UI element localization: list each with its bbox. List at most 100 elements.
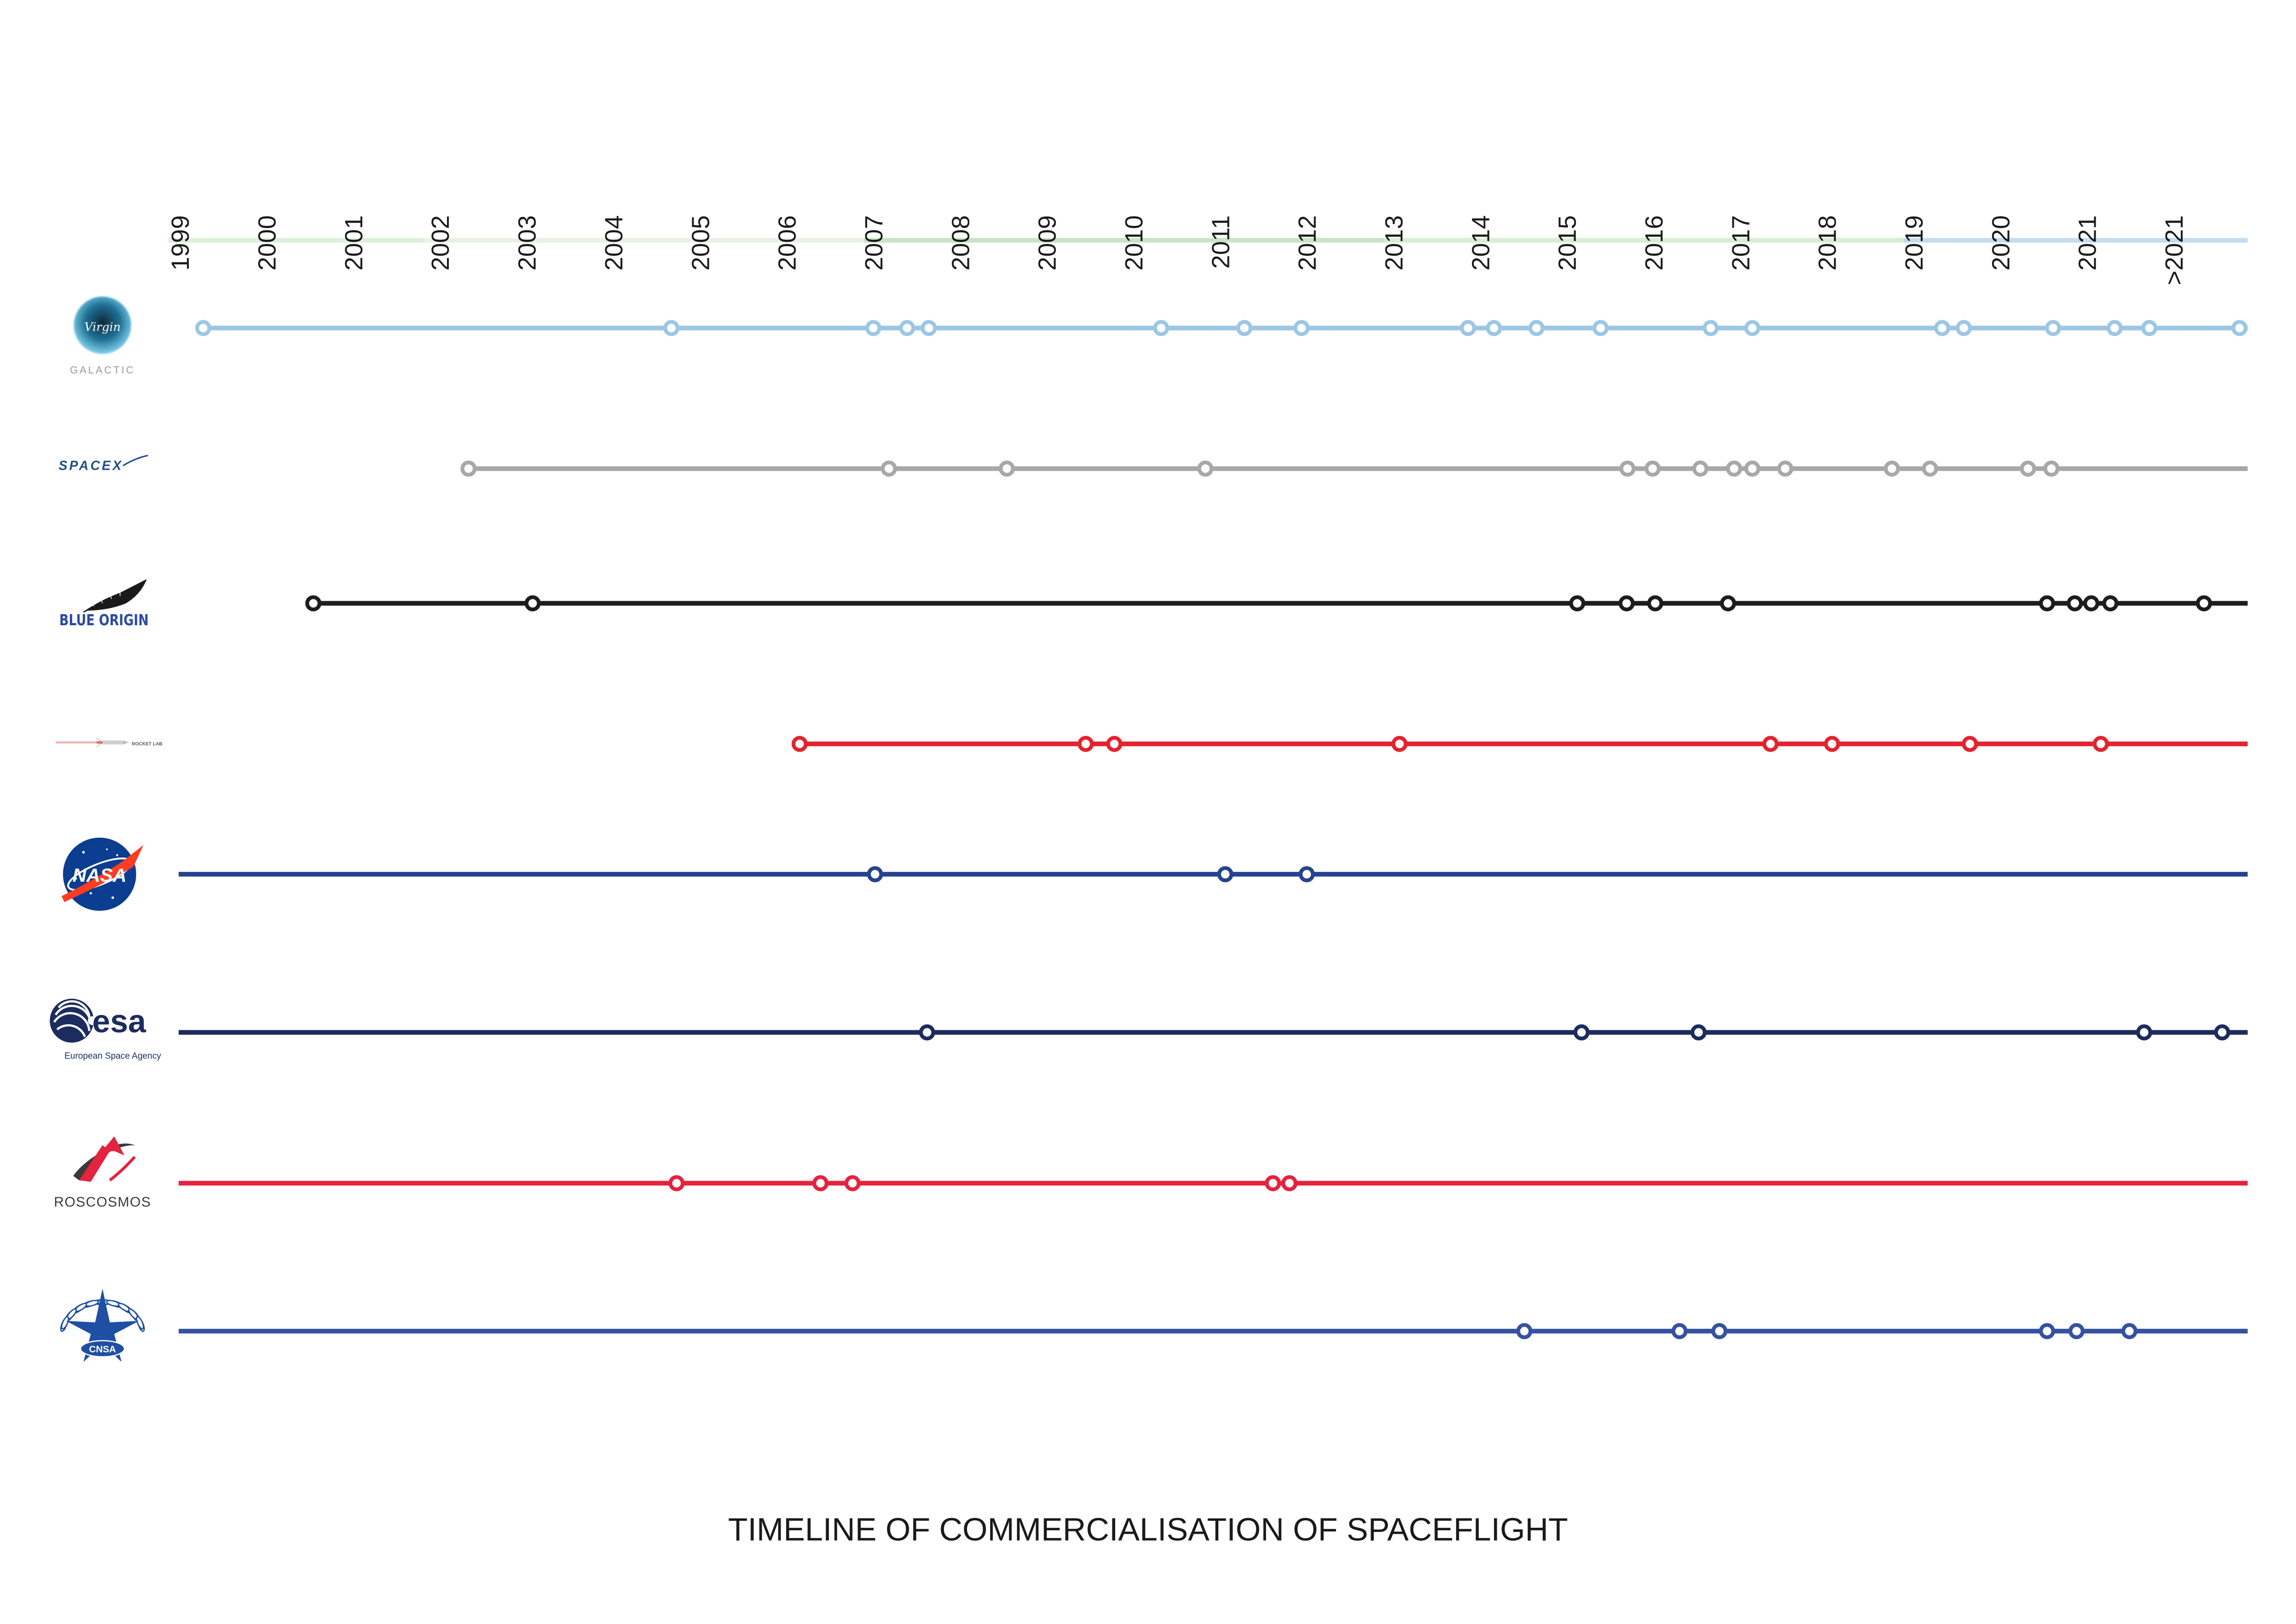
event-point — [1153, 320, 1169, 336]
axis-band-segment — [1384, 238, 1904, 243]
event-point — [1644, 460, 1661, 477]
event-point — [2141, 320, 2158, 336]
event-point — [1391, 735, 1408, 752]
logo-spacex: SPACEX — [59, 454, 148, 473]
event-point — [1777, 460, 1793, 477]
event-point — [1692, 460, 1709, 477]
event-point — [1702, 320, 1719, 336]
rocket-icon — [56, 737, 129, 747]
event-point — [1281, 1175, 1298, 1192]
year-tick-label: 2014 — [1467, 215, 1495, 271]
event-point — [999, 460, 1015, 477]
event-point — [1298, 866, 1315, 883]
event-point — [1744, 460, 1761, 477]
logo-esa: esa European Space Agency — [50, 998, 161, 1061]
event-point — [899, 320, 915, 336]
year-tick-label: 2012 — [1294, 215, 1322, 271]
year-tick-labels: 1999 2000 2001 2002 2003 2004 2005 2006 2007 2008… — [167, 215, 2188, 285]
event-point — [1265, 1175, 1281, 1192]
event-point — [2083, 595, 2099, 612]
series-row-spacex — [460, 460, 2248, 477]
event-point — [1744, 320, 1761, 336]
year-tick-label: 2018 — [1814, 215, 1842, 271]
event-point — [668, 1175, 685, 1192]
series-row-nasa — [179, 866, 2248, 883]
event-point — [1961, 735, 1978, 752]
event-point — [1460, 320, 1476, 336]
nasa-stars-icon — [75, 848, 118, 899]
event-point — [524, 595, 541, 612]
event-point — [195, 320, 211, 336]
event-point — [2121, 1323, 2138, 1339]
event-point — [2043, 460, 2060, 477]
logo-virgin-galactic: Virgin GALACTIC — [70, 295, 135, 376]
event-point — [844, 1175, 861, 1192]
event-point — [1236, 320, 1253, 336]
event-point — [812, 1175, 829, 1192]
event-point — [305, 595, 322, 612]
event-point — [2039, 1323, 2055, 1339]
series-row-virgin-galactic — [195, 320, 2248, 336]
blue-origin-wordmark: BLUE ORIGIN — [59, 611, 149, 629]
year-tick-label: 2001 — [340, 215, 368, 271]
cnsa-wordmark: CNSA — [89, 1344, 116, 1355]
axis-band-segment — [168, 238, 425, 243]
year-tick-label: 2016 — [1640, 215, 1668, 271]
timeline-rows — [179, 320, 2248, 1339]
year-tick-label: 2020 — [1987, 215, 2015, 271]
series-row-blue-origin — [305, 595, 2248, 612]
event-point — [1592, 320, 1609, 336]
event-point — [1647, 595, 1663, 612]
event-point — [2106, 320, 2123, 336]
year-tick-label: 2015 — [1554, 215, 1582, 271]
year-tick-label: 2008 — [947, 215, 974, 271]
logo-rocket-lab: ROCKET LAB — [56, 737, 162, 747]
year-tick-label: >2021 — [2160, 215, 2188, 285]
cnsa-arrow-star-icon — [66, 1288, 139, 1362]
year-tick-label: 2010 — [1120, 215, 1148, 271]
event-point — [1197, 460, 1214, 477]
year-axis-band — [168, 238, 2248, 243]
event-point — [1922, 460, 1938, 477]
year-tick-label: 2003 — [514, 215, 541, 271]
event-point — [1690, 1024, 1707, 1041]
event-point — [1077, 735, 1094, 752]
virgin-galactic-wordmark: GALACTIC — [70, 364, 135, 376]
event-point — [2039, 595, 2055, 612]
year-tick-label: 2017 — [1727, 215, 1755, 271]
year-tick-label: 2000 — [254, 215, 281, 271]
event-point — [2045, 320, 2061, 336]
roscosmos-emblem-icon — [73, 1136, 136, 1182]
virgin-script: Virgin — [84, 320, 121, 334]
year-tick-label: 1999 — [167, 215, 194, 271]
series-row-rocket-lab — [791, 735, 2248, 752]
event-point — [1106, 735, 1123, 752]
event-point — [1671, 1323, 1688, 1339]
year-tick-label: 2002 — [427, 215, 454, 271]
esa-wordmark: esa — [92, 1003, 146, 1039]
series-row-esa — [179, 1024, 2248, 1041]
logo-nasa: NASA — [61, 837, 144, 911]
event-point — [1726, 460, 1743, 477]
event-point — [2231, 320, 2248, 336]
year-tick-label: 2019 — [1900, 215, 1928, 271]
roscosmos-wordmark: ROSCOSMOS — [54, 1195, 151, 1210]
year-tick-label: 2009 — [1034, 215, 1061, 271]
laurel-wreath-icon — [60, 1299, 145, 1332]
event-point — [1217, 866, 1234, 883]
event-point — [1934, 320, 1950, 336]
logo-blue-origin: BLUE ORIGIN — [59, 579, 149, 629]
event-point — [2196, 595, 2212, 612]
event-point — [920, 320, 937, 336]
chart-title: TIMELINE OF COMMERCIALISATION OF SPACEFL… — [728, 1512, 1568, 1548]
event-point — [881, 460, 897, 477]
year-tick-label: 2004 — [600, 215, 628, 271]
event-point — [1762, 735, 1779, 752]
axis-band-segment — [424, 238, 864, 243]
year-tick-label: 2007 — [860, 215, 888, 271]
event-point — [2020, 460, 2036, 477]
series-row-cnsa — [179, 1323, 2248, 1339]
event-point — [791, 735, 808, 752]
event-point — [2092, 735, 2109, 752]
